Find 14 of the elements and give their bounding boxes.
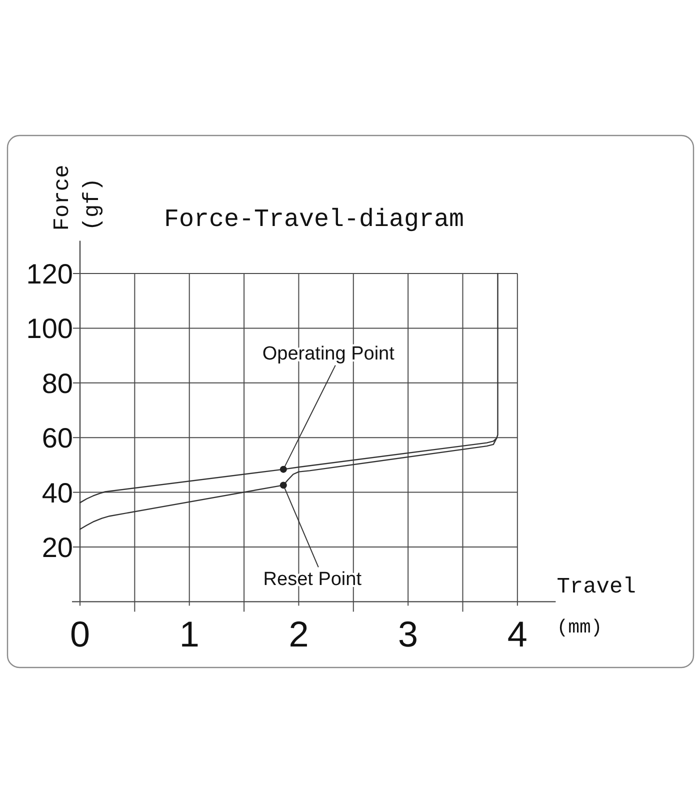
- y-tick-label: 100: [26, 313, 73, 344]
- y-tick-label: 120: [26, 258, 73, 290]
- y-axis-title: Force (gf): [50, 164, 105, 231]
- x-axis-title: Travel (mm): [556, 574, 636, 639]
- x-tick-label: 1: [179, 614, 200, 655]
- x-tick-label: 3: [398, 614, 418, 655]
- x-tick-label: 0: [70, 614, 90, 655]
- y-tick-label: 80: [42, 368, 73, 399]
- x-tick-label: 4: [507, 614, 528, 655]
- y-tick-label: 20: [42, 532, 73, 564]
- x-tick-label: 2: [288, 614, 309, 655]
- y-tick-label: 40: [42, 477, 73, 508]
- chart-title: Force-Travel-diagram: [164, 205, 464, 234]
- y-tick-label: 60: [42, 422, 73, 454]
